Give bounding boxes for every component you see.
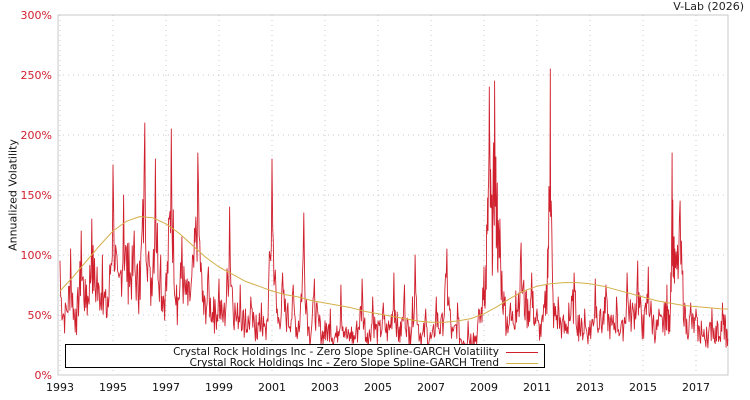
- trend-line: [59, 216, 728, 323]
- x-tick-label: 2015: [629, 381, 657, 394]
- volatility-line: [59, 68, 729, 350]
- y-tick-label: 200%: [21, 129, 52, 142]
- x-tick-label: 2007: [417, 381, 445, 394]
- x-axis-ticks: 1993 1995 1997 1999 2001 2003 2005 2007 2009 2011…: [46, 381, 710, 394]
- x-tick-label: 2011: [523, 381, 551, 394]
- y-tick-label: 50%: [28, 309, 52, 322]
- y-tick-label: 0%: [35, 369, 52, 382]
- x-tick-label: 2013: [576, 381, 604, 394]
- chart-series: [59, 68, 729, 350]
- x-tick-label: 1993: [46, 381, 74, 394]
- x-tick-label: 2017: [682, 381, 710, 394]
- y-axis-ticks: 0% 50% 100% 150% 200% 250% 300%: [21, 9, 52, 382]
- x-tick-label: 2009: [470, 381, 498, 394]
- y-tick-label: 150%: [21, 189, 52, 202]
- y-tick-label: 250%: [21, 69, 52, 82]
- legend-item-volatility: Crystal Rock Holdings Inc - Zero Slope S…: [173, 346, 538, 358]
- x-tick-label: 1997: [152, 381, 180, 394]
- x-tick-label: 1999: [205, 381, 233, 394]
- x-tick-label: 2001: [258, 381, 286, 394]
- chart-legend: Crystal Rock Holdings Inc - Zero Slope S…: [65, 344, 545, 369]
- y-tick-label: 100%: [21, 249, 52, 262]
- x-tick-label: 1995: [99, 381, 127, 394]
- plot-area-frame: [57, 14, 729, 376]
- legend-item-trend: Crystal Rock Holdings Inc - Zero Slope S…: [190, 357, 538, 369]
- x-tick-label: 2005: [364, 381, 392, 394]
- credit-label: V-Lab (2026): [673, 0, 744, 13]
- legend-swatch-trend-icon: [506, 362, 538, 364]
- legend-swatch-volatility-icon: [506, 351, 538, 353]
- legend-label-trend: Crystal Rock Holdings Inc - Zero Slope S…: [189, 357, 499, 369]
- grid-lines: [58, 15, 728, 375]
- legend-label-volatility: Crystal Rock Holdings Inc - Zero Slope S…: [173, 346, 499, 358]
- x-tick-label: 2003: [311, 381, 339, 394]
- y-tick-label: 300%: [21, 9, 52, 22]
